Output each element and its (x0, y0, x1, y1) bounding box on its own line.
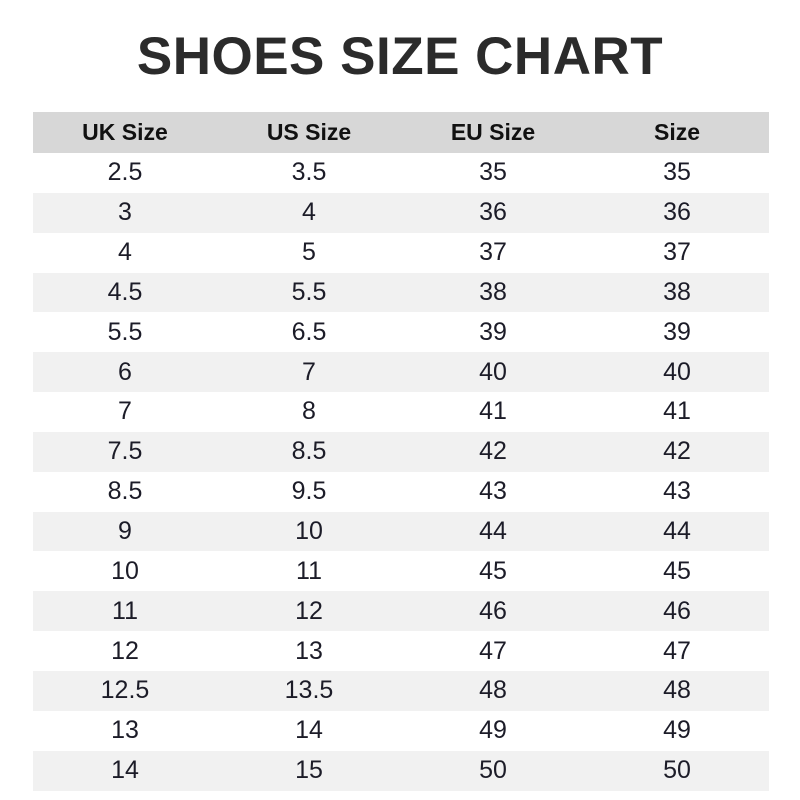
cell-size: 48 (663, 676, 691, 705)
cell-eu-size: 37 (479, 238, 507, 267)
cell-us-size: 8 (302, 397, 316, 426)
cell-eu-size: 47 (479, 636, 507, 665)
table-row: 14 15 50 50 (33, 750, 769, 791)
cell-us-size: 10 (295, 517, 323, 546)
cell-uk-size: 10 (111, 556, 139, 585)
table-row: 10 11 45 45 (33, 551, 769, 592)
cell-uk-size: 7.5 (107, 437, 143, 466)
table-row: 13 14 49 49 (33, 710, 769, 751)
table-body: 2.5 3.5 35 35 3 4 36 36 4 5 37 37 4.5 5.… (33, 153, 769, 791)
cell-size: 46 (663, 596, 691, 625)
table-row: 3 4 36 36 (33, 192, 769, 233)
table-header-row: UK Size US Size EU Size Size (33, 112, 769, 153)
cell-uk-size: 8.5 (107, 477, 143, 506)
cell-size: 37 (663, 238, 691, 267)
cell-eu-size: 49 (479, 716, 507, 745)
cell-size: 35 (663, 158, 691, 187)
cell-eu-size: 39 (479, 317, 507, 346)
table-row: 4.5 5.5 38 38 (33, 272, 769, 313)
table-row: 12.5 13.5 48 48 (33, 670, 769, 711)
cell-size: 49 (663, 716, 691, 745)
cell-us-size: 7 (302, 357, 316, 386)
cell-size: 43 (663, 477, 691, 506)
cell-eu-size: 45 (479, 556, 507, 585)
cell-us-size: 14 (295, 716, 323, 745)
column-header-eu-size: EU Size (450, 119, 536, 145)
cell-size: 39 (663, 317, 691, 346)
cell-uk-size: 4 (118, 238, 132, 267)
cell-uk-size: 9 (118, 517, 132, 546)
cell-eu-size: 43 (479, 477, 507, 506)
cell-us-size: 11 (296, 556, 322, 585)
cell-eu-size: 41 (479, 397, 507, 426)
column-header-uk-size: UK Size (82, 119, 168, 145)
cell-eu-size: 35 (479, 158, 507, 187)
cell-eu-size: 46 (479, 596, 507, 625)
column-header-us-size: US Size (266, 119, 352, 145)
table-row: 4 5 37 37 (33, 232, 769, 273)
cell-uk-size: 5.5 (107, 317, 143, 346)
cell-us-size: 6.5 (291, 317, 327, 346)
page-title: SHOES SIZE CHART (136, 27, 664, 86)
cell-eu-size: 44 (479, 517, 507, 546)
cell-us-size: 5.5 (291, 277, 327, 306)
table-row: 7.5 8.5 42 42 (33, 431, 769, 472)
cell-uk-size: 12 (111, 636, 139, 665)
cell-us-size: 12 (295, 596, 323, 625)
cell-uk-size: 7 (118, 397, 132, 426)
cell-uk-size: 6 (118, 357, 132, 386)
cell-uk-size: 4.5 (107, 277, 143, 306)
table-row: 2.5 3.5 35 35 (33, 153, 769, 193)
cell-size: 50 (663, 756, 691, 785)
table-header: UK Size US Size EU Size Size (33, 112, 769, 153)
cell-uk-size: 14 (111, 756, 139, 785)
column-header-size: Size (653, 119, 701, 145)
cell-size: 36 (663, 198, 691, 227)
cell-size: 40 (663, 357, 691, 386)
cell-eu-size: 48 (479, 676, 507, 705)
cell-size: 47 (663, 636, 691, 665)
cell-eu-size: 38 (479, 277, 507, 306)
cell-eu-size: 50 (479, 756, 507, 785)
table-row: 6 7 40 40 (33, 352, 769, 393)
cell-eu-size: 42 (479, 437, 507, 466)
cell-eu-size: 40 (479, 357, 507, 386)
table-row: 7 8 41 41 (33, 392, 769, 432)
cell-eu-size: 36 (479, 198, 507, 227)
cell-uk-size: 13 (111, 716, 139, 745)
cell-us-size: 8.5 (291, 437, 327, 466)
table-row: 5.5 6.5 39 39 (33, 312, 769, 353)
table-row: 11 12 46 46 (33, 591, 769, 632)
table-row: 9 10 44 44 (33, 511, 769, 552)
table-row: 12 13 47 47 (33, 631, 769, 671)
cell-us-size: 9.5 (291, 477, 327, 506)
shoe-size-table: UK Size US Size EU Size Size 2.5 3.5 35 … (33, 112, 769, 791)
table-row: 8.5 9.5 43 43 (33, 471, 769, 512)
cell-uk-size: 11 (112, 596, 138, 625)
cell-us-size: 5 (302, 238, 316, 267)
cell-size: 41 (663, 397, 691, 426)
cell-uk-size: 3 (118, 198, 132, 227)
cell-us-size: 4 (302, 198, 316, 227)
cell-size: 45 (663, 556, 691, 585)
cell-us-size: 13.5 (284, 676, 334, 705)
cell-uk-size: 2.5 (107, 158, 143, 187)
cell-uk-size: 12.5 (100, 676, 150, 705)
cell-size: 38 (663, 277, 691, 306)
cell-us-size: 3.5 (291, 158, 327, 187)
cell-size: 44 (663, 517, 691, 546)
cell-size: 42 (663, 437, 691, 466)
cell-us-size: 15 (295, 756, 323, 785)
cell-us-size: 13 (295, 636, 323, 665)
